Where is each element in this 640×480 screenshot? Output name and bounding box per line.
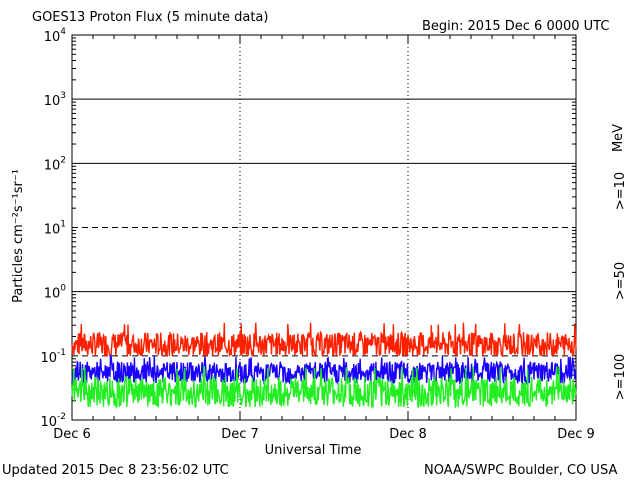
y-tick-label-5: 103	[44, 91, 66, 109]
legend-ge50: >=50	[613, 262, 628, 300]
begin-timestamp: Begin: 2015 Dec 6 0000 UTC	[422, 19, 609, 34]
y-tick-label-1: 10-1	[40, 348, 66, 366]
x-axis-title: Universal Time	[265, 443, 362, 458]
y-tick-label-3: 101	[44, 220, 66, 238]
y-axis-title: Particles cm⁻²s⁻¹sr⁻¹	[11, 169, 26, 303]
credit-label: NOAA/SWPC Boulder, CO USA	[424, 463, 617, 478]
x-tick-labels: Dec 6 Dec 7 Dec 8 Dec 9	[53, 427, 595, 442]
series-line-2	[71, 365, 577, 410]
legend-ge10: >=10	[613, 172, 628, 210]
x-tick-label-3: Dec 9	[557, 427, 595, 442]
plot-area	[71, 34, 577, 421]
chart-title: GOES13 Proton Flux (5 minute data)	[32, 10, 268, 25]
y-tick-label-4: 102	[44, 155, 66, 173]
y-tick-label-2: 100	[44, 284, 67, 302]
updated-timestamp: Updated 2015 Dec 8 23:56:02 UTC	[2, 463, 229, 478]
x-tick-label-0: Dec 6	[53, 427, 91, 442]
legend-ge100: >=100	[613, 354, 628, 401]
x-tick-label-1: Dec 7	[221, 427, 259, 442]
y-tick-label-0: 10-2	[40, 412, 66, 430]
series-line-1	[71, 353, 577, 386]
x-tick-label-2: Dec 8	[389, 427, 427, 442]
series-line-0	[71, 322, 577, 359]
y-tick-labels: 10-2 10-1 100 101 102 103 104	[40, 27, 66, 430]
legend-unit: MeV	[611, 124, 626, 152]
y-tick-label-6: 104	[44, 27, 67, 45]
